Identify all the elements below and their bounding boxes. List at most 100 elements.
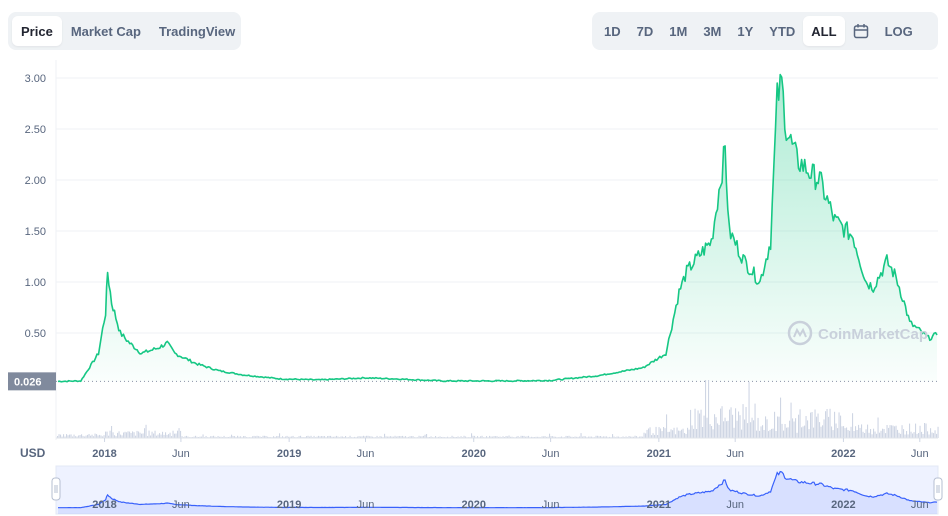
volume-bar	[868, 432, 870, 438]
navigator-x-tick-label: 2021	[647, 499, 671, 511]
volume-bar	[516, 436, 518, 438]
volume-bar	[574, 436, 576, 438]
volume-bar	[292, 435, 294, 438]
range-1d-button[interactable]: 1D	[604, 23, 621, 39]
volume-bar	[639, 436, 641, 438]
volume-bar	[657, 435, 659, 438]
volume-bar	[699, 413, 701, 438]
tab-market-cap[interactable]: Market Cap	[70, 23, 141, 39]
volume-bar	[135, 435, 137, 438]
volume-bar	[759, 430, 761, 438]
volume-bar	[535, 436, 537, 438]
navigator-x-tick-label: 2018	[92, 499, 116, 511]
volume-bar	[430, 436, 432, 438]
range-all-button[interactable]: ALL	[803, 16, 845, 46]
volume-bar	[783, 430, 785, 438]
volume-bar	[420, 436, 422, 438]
volume-bar	[568, 435, 570, 438]
volume-bar	[691, 425, 693, 438]
time-range-tabs: 1D 7D 1M 3M 1Y YTD ALL LOG	[592, 12, 938, 50]
x-tick-label: 2021	[647, 448, 671, 460]
volume-bar	[885, 433, 887, 438]
volume-bar	[583, 436, 585, 438]
tab-tradingview[interactable]: TradingView	[158, 23, 236, 39]
volume-bar	[708, 380, 710, 438]
volume-bar	[91, 434, 93, 438]
volume-bar	[130, 433, 132, 438]
volume-bar	[585, 436, 587, 438]
volume-bar	[711, 426, 713, 438]
volume-bar	[108, 435, 110, 438]
range-1m-button[interactable]: 1M	[669, 23, 688, 39]
volume-bar	[186, 435, 188, 438]
calendar-button[interactable]	[845, 16, 877, 46]
volume-bar	[390, 436, 392, 438]
volume-bar	[124, 431, 126, 438]
range-3m-button[interactable]: 3M	[703, 23, 722, 39]
navigator-area	[58, 471, 937, 514]
volume-bar	[273, 436, 275, 438]
tab-price[interactable]: Price	[12, 16, 62, 46]
volume-bar	[858, 424, 860, 438]
volume-bar	[883, 429, 885, 438]
volume-bar	[907, 434, 909, 438]
volume-bar	[403, 436, 405, 438]
volume-bar	[654, 434, 656, 438]
volume-bar	[118, 431, 120, 438]
volume-bar	[702, 427, 704, 438]
volume-bar	[784, 424, 786, 438]
navigator-left-handle[interactable]	[51, 477, 61, 501]
volume-bar	[202, 434, 204, 438]
volume-bar	[925, 423, 927, 438]
volume-bar	[405, 436, 407, 438]
volume-bar	[163, 434, 165, 438]
volume-bar	[795, 418, 797, 438]
volume-bar	[408, 436, 410, 438]
volume-bar	[771, 428, 773, 438]
volume-bar	[460, 436, 462, 438]
volume-bar	[810, 412, 812, 438]
volume-bar	[90, 435, 92, 438]
volume-bar	[846, 427, 848, 438]
volume-bar	[903, 429, 905, 438]
navigator-right-handle[interactable]	[933, 477, 943, 501]
volume-bar	[63, 434, 65, 438]
volume-bar	[781, 423, 783, 438]
volume-bar	[751, 417, 753, 438]
volume-bar	[57, 436, 59, 438]
volume-bar	[777, 416, 779, 438]
volume-bar	[676, 427, 678, 438]
range-ytd-button[interactable]: YTD	[769, 23, 796, 39]
volume-bar	[474, 435, 476, 438]
volume-bar	[805, 416, 807, 438]
range-1y-button[interactable]: 1Y	[737, 23, 754, 39]
y-tick-label: 1.00	[25, 277, 46, 289]
volume-bar	[157, 434, 159, 438]
volume-bar	[139, 432, 141, 438]
volume-bar	[879, 432, 881, 438]
volume-bar	[733, 427, 735, 438]
volume-bar	[606, 436, 608, 438]
volume-bar	[160, 434, 162, 438]
volume-bar	[801, 427, 803, 438]
volume-bar	[589, 436, 591, 438]
volume-bar	[147, 436, 149, 438]
log-scale-button[interactable]: LOG	[884, 23, 913, 39]
volume-bar	[852, 413, 854, 438]
volume-bar	[553, 436, 555, 438]
volume-bar	[567, 436, 569, 438]
volume-bar	[106, 431, 108, 438]
volume-bar	[165, 432, 167, 438]
y-tick-label: 2.00	[25, 175, 46, 187]
volume-bar	[511, 436, 513, 438]
volume-bar	[774, 411, 776, 438]
volume-bar	[379, 436, 381, 438]
volume-bar	[426, 434, 428, 438]
range-7d-button[interactable]: 7D	[636, 23, 654, 39]
volume-bar	[750, 422, 752, 438]
volume-bar	[229, 436, 231, 438]
volume-bar	[286, 435, 288, 438]
volume-bar	[195, 435, 197, 438]
volume-bar	[928, 434, 930, 438]
